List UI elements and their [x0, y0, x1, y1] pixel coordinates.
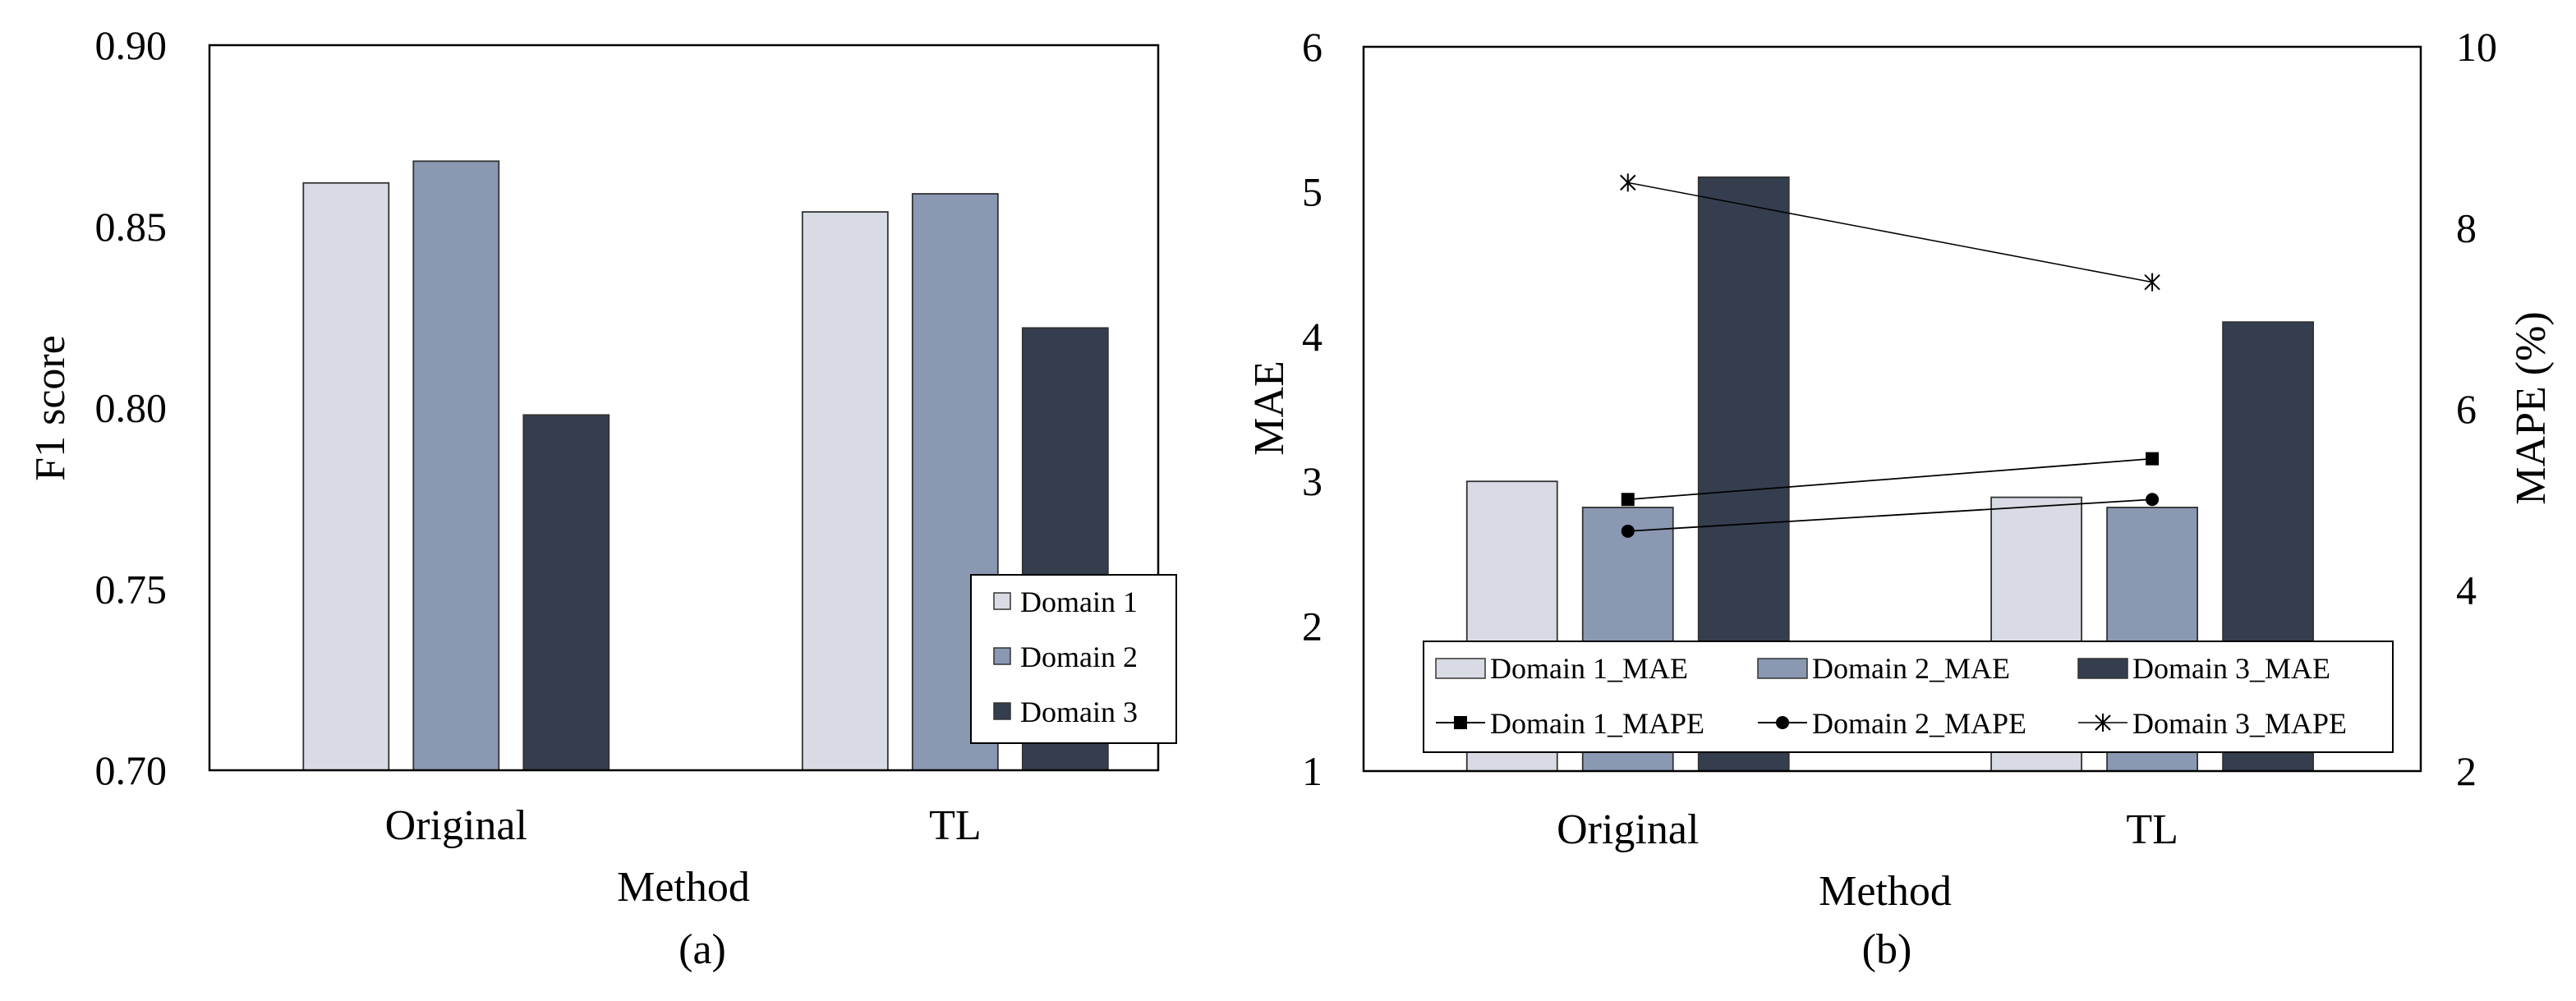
- marker-circle: [1621, 524, 1635, 538]
- y-tick-label: 0.75: [95, 566, 168, 612]
- marker-square: [2146, 452, 2160, 466]
- right-y-tick-label: 10: [2456, 24, 2497, 70]
- chart-b-legend-box: [1423, 641, 2394, 753]
- marker-circle: [2146, 493, 2160, 507]
- marker-star: [2144, 273, 2160, 292]
- legend-swatch-domain-1-mae: [1435, 658, 1486, 679]
- y-tick-label: 4: [1302, 314, 1322, 360]
- chart-b-right-y-axis-label: MAPE (%): [2508, 311, 2555, 504]
- legend-label-domain-2: Domain 2: [1020, 641, 1138, 673]
- legend-marker-circle: [1776, 716, 1789, 729]
- y-tick-label: 5: [1302, 168, 1322, 214]
- y-tick-label: 0.80: [95, 385, 168, 431]
- chart-b-y-ticks: 1 2 3 4 5 6: [1302, 24, 1322, 794]
- y-tick-label: 1: [1302, 748, 1322, 794]
- y-tick-label: 0.90: [95, 22, 168, 68]
- chart-b-panel-label: (b): [1862, 926, 1912, 973]
- legend-swatch-domain-2: [993, 647, 1011, 665]
- chart-b-category-label: TL: [2126, 806, 2178, 853]
- y-tick-label: 6: [1302, 24, 1322, 70]
- legend-swatch-domain-3-mae: [2077, 658, 2128, 679]
- chart-a-legend: Domain 1 Domain 2 Domain 3: [970, 574, 1177, 744]
- line-domain-2-mape: [1627, 498, 2153, 532]
- chart-b-y-axis-label: MAE: [1246, 360, 1293, 456]
- legend-label-domain-1-mae: Domain 1_MAE: [1490, 652, 1688, 685]
- bar-domain-1-tl: [801, 211, 889, 771]
- legend-label-domain-3-mape: Domain 3_MAPE: [2132, 707, 2347, 740]
- y-tick-label: 2: [1302, 604, 1322, 650]
- legend-swatch-domain-2-mae: [1757, 658, 1808, 679]
- right-y-tick-label: 6: [2456, 386, 2477, 432]
- chart-b: 1 2 3 4 5 6 2 4 6 8 10 Original TL Method MAE MAP…: [1246, 24, 2555, 973]
- chart-a-plot-frame: [208, 44, 1160, 772]
- legend-swatch-domain-1: [993, 592, 1011, 610]
- chart-a-y-ticks: 0.70 0.75 0.80 0.85 0.90: [95, 22, 168, 793]
- chart-a-x-axis-label: Method: [617, 864, 750, 911]
- chart-b-lines: [1620, 173, 2160, 538]
- chart-b-x-axis-label: Method: [1819, 868, 1952, 915]
- y-tick-label: 0.85: [95, 204, 168, 250]
- chart-a-category-label: Original: [385, 802, 527, 849]
- chart-a-y-axis-label: F1 score: [27, 335, 74, 481]
- chart-a-panel-label: (a): [678, 926, 726, 973]
- legend-label-domain-1: Domain 1: [1020, 585, 1138, 618]
- line-domain-1-mape: [1627, 457, 2153, 501]
- legend-marker-star: [2095, 714, 2111, 732]
- marker-square: [1621, 493, 1635, 507]
- line-domain-3-mape: [1627, 181, 2153, 283]
- chart-b-plot-frame: [1362, 45, 2422, 773]
- right-y-tick-label: 2: [2456, 748, 2477, 794]
- legend-label-domain-1-mape: Domain 1_MAPE: [1490, 707, 1704, 740]
- bar-domain-1-original: [302, 181, 390, 771]
- right-y-tick-label: 4: [2456, 567, 2477, 613]
- chart-b-category-label: Original: [1557, 806, 1699, 853]
- y-tick-label: 0.70: [95, 747, 168, 793]
- chart-a-category-label: TL: [929, 802, 982, 849]
- y-tick-label: 3: [1302, 458, 1322, 504]
- bar-domain-3-original: [522, 414, 610, 771]
- legend-label-domain-2-mape: Domain 2_MAPE: [1812, 707, 2026, 740]
- bar-domain-2-original: [412, 160, 500, 771]
- chart-b-legend: Domain 1_MAE Domain 2_MAE Domain 3_MAE D…: [1423, 641, 2394, 753]
- right-y-tick-label: 8: [2456, 205, 2477, 251]
- legend-label-domain-2-mae: Domain 2_MAE: [1812, 652, 2010, 685]
- chart-b-right-y-ticks: 2 4 6 8 10: [2456, 24, 2497, 794]
- chart-a: 0.700.750.800.850.90 Original TL Method …: [27, 22, 1177, 973]
- legend-swatch-domain-3: [993, 702, 1011, 720]
- legend-label-domain-3-mae: Domain 3_MAE: [2132, 652, 2330, 685]
- marker-star: [1620, 173, 1636, 192]
- legend-label-domain-3: Domain 3: [1020, 696, 1138, 728]
- legend-marker-square: [1454, 716, 1467, 729]
